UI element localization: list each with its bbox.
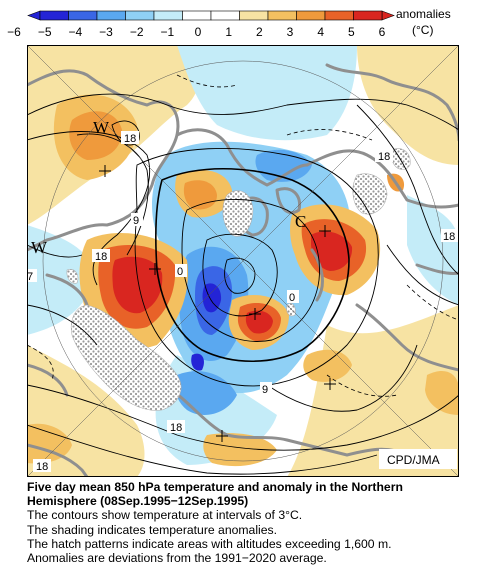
credit-box: CPD/JMA [379, 449, 457, 469]
colorbar-ticks: −6 −5 −4 −3 −2 −1 0 1 2 3 4 5 6 [7, 25, 386, 39]
colorbar-cell [324, 10, 354, 21]
colorbar-cell [125, 10, 155, 21]
contour-label: 7 [27, 269, 37, 283]
polar-map: 18 18 9 18 0 0 9 18 7 18 18 W W C CPD/JM… [27, 45, 459, 477]
warm-anomaly-region [69, 111, 122, 160]
colorbar-tick-label: −2 [130, 25, 144, 39]
colorbar-tick-label: 3 [287, 25, 294, 39]
colorbar-tick-label: 4 [317, 25, 324, 39]
warm-cold-markers: W W C [31, 118, 306, 257]
contour-label: 0 [287, 290, 299, 304]
map-border [27, 45, 459, 477]
warm-center-marker: W [93, 118, 110, 137]
contour-label: 18 [92, 249, 110, 263]
colorbar-cell [296, 10, 326, 21]
map-caption: Five day mean 850 hPa temperature and an… [27, 480, 472, 565]
cold-anomaly-region [407, 195, 459, 305]
credit-label: CPD/JMA [387, 453, 440, 467]
colorbar-cells [27, 10, 395, 21]
cold-anomaly-region [177, 45, 357, 141]
caption-title-line-1: Five day mean 850 hPa temperature and an… [27, 480, 403, 494]
svg-text:9: 9 [133, 215, 139, 227]
colorbar-tick-label: −6 [7, 25, 21, 39]
svg-text:18: 18 [124, 133, 136, 145]
svg-text:0: 0 [289, 292, 295, 304]
svg-text:7: 7 [27, 271, 33, 283]
colorbar-cell [39, 10, 69, 21]
svg-text:18: 18 [36, 461, 48, 473]
svg-text:9: 9 [262, 384, 268, 396]
svg-text:0: 0 [177, 266, 183, 278]
colorbar-tick-label: −4 [68, 25, 82, 39]
dashed-contours [27, 74, 459, 397]
colorbar-tick-label: 0 [195, 25, 202, 39]
colorbar-arrow-right [381, 10, 395, 21]
caption-contour-note: The contours show temperature at interva… [27, 508, 303, 523]
caption-shading-note: The shading indicates temperature anomal… [27, 522, 277, 537]
contour-labels: 18 18 9 18 0 0 9 18 7 18 18 [27, 131, 459, 473]
warm-anomaly-region [27, 423, 72, 464]
cross-markers [99, 165, 336, 442]
contour-label: 9 [260, 382, 272, 396]
warm-anomaly-region [311, 231, 353, 271]
colorbar-unit: (°C) [412, 23, 433, 37]
warm-anomaly-region [112, 256, 163, 314]
colorbar-cell [353, 10, 383, 21]
warm-anomaly-region [245, 310, 273, 334]
anomaly-colorbar: −6 −5 −4 −3 −2 −1 0 1 2 3 4 5 6 anomalies (°C) [7, 7, 451, 39]
warm-center-marker: W [31, 238, 48, 257]
caption-anomaly-note: Anomalies are deviations from the 1991−2… [27, 551, 327, 566]
contour-label: 18 [375, 149, 393, 163]
colorbar-cell [267, 10, 297, 21]
colorbar-tick-label: 6 [379, 25, 386, 39]
svg-text:18: 18 [443, 231, 455, 243]
contour-label: 18 [441, 229, 459, 243]
caption-hatch-note: The hatch patterns indicate areas with a… [27, 536, 392, 551]
contour-label: 18 [167, 420, 185, 434]
colorbar-tick-label: −5 [38, 25, 52, 39]
colorbar-tick-label: 5 [348, 25, 355, 39]
colorbar-cell [239, 10, 269, 21]
colorbar-cell [210, 10, 240, 21]
colorbar-label: anomalies [396, 7, 451, 21]
contour-label: 0 [175, 264, 187, 278]
caption-title-line-2: Hemisphere (08Sep.1995−12Sep.1995) [27, 494, 249, 509]
svg-text:18: 18 [170, 422, 182, 434]
colorbar-arrow-left [27, 10, 41, 21]
cold-center-marker: C [295, 212, 306, 231]
contour-label: 18 [33, 459, 51, 473]
colorbar-cell [96, 10, 126, 21]
cold-anomaly-region [191, 353, 204, 371]
colorbar-cell [68, 10, 98, 21]
colorbar-tick-label: −3 [99, 25, 113, 39]
colorbar-tick-label: 2 [256, 25, 263, 39]
cold-anomaly-region [202, 283, 222, 313]
warm-anomaly-region [425, 370, 459, 415]
temperature-contours [27, 93, 459, 475]
colorbar-cell [182, 10, 212, 21]
svg-text:18: 18 [378, 151, 390, 163]
colorbar-tick-label: 1 [225, 25, 232, 39]
svg-text:18: 18 [95, 251, 107, 263]
contour-label: 9 [131, 213, 143, 227]
colorbar-cell [153, 10, 183, 21]
colorbar-tick-label: −1 [160, 25, 174, 39]
graticule [27, 45, 459, 477]
contour-label: 18 [121, 131, 139, 145]
